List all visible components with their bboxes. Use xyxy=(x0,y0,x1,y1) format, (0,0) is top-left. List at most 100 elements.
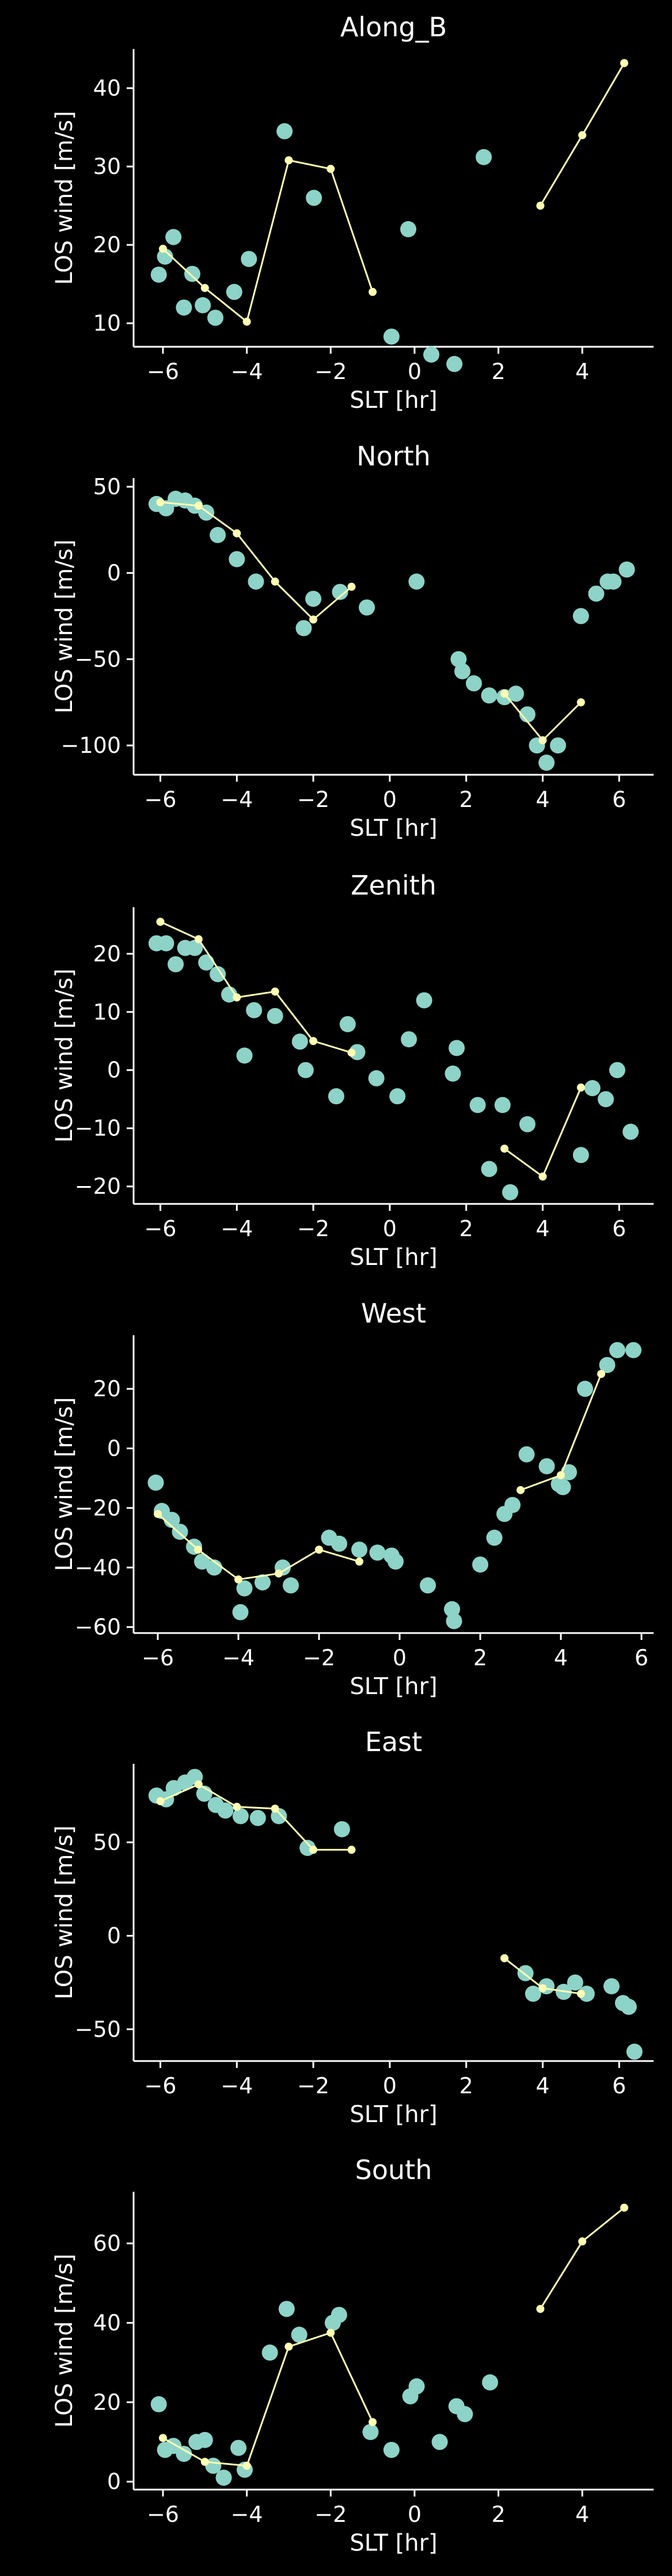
scatter-point xyxy=(150,266,167,283)
line-marker xyxy=(194,1780,203,1789)
y-tick-label: 50 xyxy=(93,1829,121,1855)
scatter-point xyxy=(389,1088,406,1105)
scatter-point xyxy=(465,675,482,692)
scatter-point xyxy=(416,992,432,1009)
y-tick-label: 10 xyxy=(93,999,121,1025)
y-tick-label: 60 xyxy=(93,2231,121,2256)
scatter-point xyxy=(306,190,322,206)
line-marker xyxy=(538,1984,547,1992)
line-marker xyxy=(271,987,279,996)
y-axis-label: LOS wind [m/s] xyxy=(51,111,78,285)
scatter-point xyxy=(210,526,226,543)
x-tick-label: −2 xyxy=(314,359,347,384)
y-tick-label: −20 xyxy=(75,1495,121,1521)
line-marker xyxy=(284,156,293,165)
line-segment xyxy=(540,2207,625,2310)
x-tick-label: −6 xyxy=(144,787,176,812)
line-marker xyxy=(158,244,167,253)
x-tick-label: −4 xyxy=(221,1216,253,1241)
line-marker xyxy=(275,1569,283,1578)
line-marker xyxy=(156,498,165,506)
x-tick-label: 0 xyxy=(383,1216,397,1241)
scatter-point xyxy=(339,1016,356,1032)
line-marker xyxy=(156,918,165,926)
scatter-point xyxy=(445,1065,461,1082)
scatter-point xyxy=(351,1541,367,1558)
x-tick-label: 2 xyxy=(460,1216,473,1241)
line-marker xyxy=(194,501,203,510)
scatter-point xyxy=(609,1342,625,1358)
scatter-point xyxy=(420,1577,436,1594)
x-tick-label: 0 xyxy=(408,2502,422,2527)
y-tick-label: 40 xyxy=(93,2310,121,2335)
scatter-point xyxy=(423,346,440,363)
scatter-point xyxy=(454,663,471,680)
x-tick-label: 0 xyxy=(408,359,422,384)
y-tick-label: −20 xyxy=(75,1174,121,1199)
y-tick-label: 0 xyxy=(107,1058,121,1083)
x-axis-label: SLT [hr] xyxy=(350,2101,437,2128)
x-tick-label: 6 xyxy=(612,2073,626,2098)
scatter-point xyxy=(449,1040,465,1056)
scatter-point xyxy=(210,966,226,983)
x-tick-label: −6 xyxy=(144,1216,176,1241)
scatter-point xyxy=(328,1088,344,1105)
y-axis-label: LOS wind [m/s] xyxy=(51,2253,78,2427)
x-tick-label: 6 xyxy=(635,1645,648,1670)
panel-title: South xyxy=(355,2154,432,2185)
line-marker xyxy=(538,736,547,745)
line-marker xyxy=(309,1846,318,1854)
y-axis-label: LOS wind [m/s] xyxy=(51,539,78,713)
line-marker xyxy=(557,1471,565,1479)
scatter-point xyxy=(383,2442,400,2458)
line-marker xyxy=(156,1797,165,1805)
line-marker xyxy=(158,2434,167,2442)
scatter-point xyxy=(599,1357,616,1373)
y-tick-label: −50 xyxy=(75,646,121,672)
y-tick-label: 10 xyxy=(93,310,121,336)
scatter-point xyxy=(550,737,567,754)
panel-title: West xyxy=(361,1298,426,1329)
scatter-point xyxy=(158,935,174,952)
scatter-point xyxy=(507,685,524,702)
line-marker xyxy=(315,1545,323,1554)
line-marker xyxy=(347,1846,356,1854)
line-marker xyxy=(242,2461,251,2470)
x-tick-label: 0 xyxy=(383,2073,397,2098)
scatter-point xyxy=(620,1998,637,2015)
scatter-point xyxy=(444,1601,460,1617)
y-tick-label: 20 xyxy=(93,941,121,967)
panel-along_b: Along_B −6 −4 −2 0 2 4 10 20 30 40 SLT [hr] LOS wind… xyxy=(51,12,654,414)
x-tick-label: −4 xyxy=(221,787,253,812)
scatter-point xyxy=(362,2424,379,2441)
scatter-point xyxy=(625,1342,641,1358)
line-marker xyxy=(233,529,241,537)
x-axis-label: SLT [hr] xyxy=(350,1673,437,1700)
line-segment xyxy=(162,159,374,324)
scatter-point xyxy=(184,266,200,282)
scatter-point xyxy=(486,1529,503,1546)
scatter-point xyxy=(519,1116,536,1132)
y-tick-label: 0 xyxy=(107,560,121,586)
line-segment xyxy=(160,920,352,1054)
line-marker xyxy=(538,1172,547,1181)
line-marker xyxy=(500,1145,509,1153)
scatter-point xyxy=(230,2439,247,2456)
scatter-point xyxy=(605,573,622,590)
scatter-point xyxy=(249,1810,266,1827)
x-tick-label: −2 xyxy=(297,2073,329,2098)
line-marker xyxy=(200,283,209,292)
scatter-point xyxy=(469,1097,486,1113)
scatter-point xyxy=(147,1474,164,1491)
line-marker xyxy=(284,2342,293,2351)
x-tick-label: 6 xyxy=(612,1216,626,1241)
scatter-point xyxy=(176,2445,192,2462)
y-tick-label: −60 xyxy=(75,1615,121,1640)
scatter-point xyxy=(400,221,416,237)
x-axis-label: SLT [hr] xyxy=(350,2530,437,2556)
scatter-point xyxy=(476,149,492,165)
line-marker xyxy=(536,2305,545,2313)
y-axis-label: LOS wind [m/s] xyxy=(51,1397,78,1571)
x-axis-label: SLT [hr] xyxy=(350,1244,437,1271)
